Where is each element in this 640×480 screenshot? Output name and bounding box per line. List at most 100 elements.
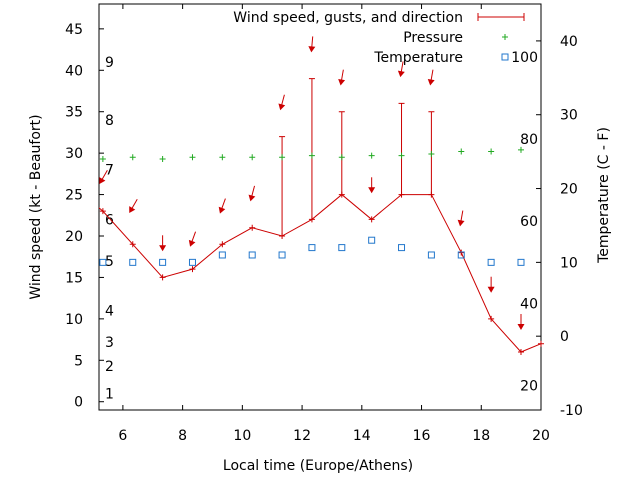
beaufort-label: 3 (105, 335, 114, 351)
axes-layer: 6 8 10 12 14 16 18 20051015202530354045-1001020… (65, 4, 583, 444)
wind-speed-point (99, 208, 106, 215)
pressure-point (308, 152, 315, 159)
arrow-head (368, 187, 376, 194)
fahrenheit-label: 40 (520, 297, 538, 313)
beaufort-label: 1 (105, 386, 114, 402)
x-tick-label: 6 (118, 428, 127, 444)
wind-speed-point (159, 274, 166, 281)
y-tick-label: 25 (65, 188, 83, 204)
gust-bar (308, 78, 315, 220)
pressure-point (428, 150, 435, 157)
arrow-head (188, 239, 196, 247)
arrow-head (427, 78, 435, 86)
pressure-point (219, 154, 226, 161)
y2-tick-label: 20 (560, 182, 578, 198)
wind-direction-arrow (368, 177, 376, 194)
beaufort-label: 7 (105, 163, 114, 179)
beaufort-label: 2 (105, 359, 114, 375)
fahrenheit-label: 100 (511, 50, 538, 66)
temperature-point (218, 251, 226, 259)
legend-temperature-swatch (501, 53, 509, 61)
wind-direction-arrow (129, 198, 138, 214)
temperature-point (278, 251, 286, 259)
temperature-point (368, 236, 376, 244)
wind-speed-point (538, 340, 544, 347)
series-layer (99, 36, 544, 355)
arrow-head (487, 286, 495, 293)
y2-axis-label: Temperature (C - F) (596, 127, 612, 264)
pressure-point (279, 154, 286, 161)
wind-speed-point (129, 241, 136, 248)
arrow-head (99, 177, 106, 185)
beaufort-label: 6 (105, 212, 114, 228)
wind-speed-line (99, 193, 541, 353)
y-tick-label: 20 (65, 229, 83, 245)
arrow-head (278, 103, 286, 111)
pressure-point (129, 154, 136, 161)
arrow-head (129, 206, 136, 214)
legend: Wind speed, gusts, and direction Pressure… (233, 10, 525, 66)
wind-direction-arrow (397, 61, 405, 78)
y2-tick-label: 40 (560, 34, 578, 50)
y2-tick-label: -10 (560, 403, 583, 419)
y2-tick-label: 30 (560, 108, 578, 124)
fahrenheit-label: 80 (520, 132, 538, 148)
temperature-point (188, 258, 196, 266)
arrow-head (308, 46, 316, 53)
fahrenheit-label: 20 (520, 379, 538, 395)
wind-direction-arrow (517, 314, 525, 330)
y-axis-label: Wind speed (kt - Beaufort) (28, 114, 44, 299)
temperature-point (129, 258, 137, 266)
y2-tick-label: 0 (560, 329, 569, 345)
beaufort-label: 5 (105, 254, 114, 270)
x-axis-label: Local time (Europe/Athens) (223, 458, 413, 474)
temperature-point (457, 251, 465, 259)
y-tick-label: 5 (74, 353, 83, 369)
wind-speed-point (517, 349, 524, 355)
y-tick-label: 35 (65, 105, 83, 121)
pressure-point (398, 152, 405, 159)
temperature-point (159, 258, 167, 266)
beaufort-label: 9 (105, 55, 114, 71)
arrow-head (457, 219, 465, 227)
x-tick-label: 16 (413, 428, 431, 444)
y-tick-label: 0 (74, 395, 83, 411)
wind-direction-arrow (457, 210, 465, 227)
wind-direction-arrow (218, 198, 226, 214)
arrow-head (397, 70, 405, 78)
wind-direction-arrow (427, 69, 435, 86)
temperature-point (517, 258, 525, 266)
pressure-point (517, 146, 524, 153)
x-tick-label: 10 (233, 428, 251, 444)
wind-speed-point (219, 241, 226, 248)
arrow-head (338, 78, 346, 86)
pressure-point (488, 148, 495, 155)
wind-direction-arrow (188, 231, 197, 247)
wind-direction-arrow (248, 185, 256, 202)
x-tick-label: 14 (353, 428, 371, 444)
arrow-shaft (460, 210, 464, 223)
pressure-point (159, 155, 166, 162)
fahrenheit-label: 60 (520, 214, 538, 230)
x-tick-label: 20 (532, 428, 550, 444)
wind-direction-arrow (99, 169, 108, 185)
arrow-head (218, 206, 226, 214)
y-tick-label: 30 (65, 146, 83, 162)
temperature-point (248, 251, 256, 259)
beaufort-label: 8 (105, 113, 114, 129)
arrow-shaft (311, 36, 314, 49)
temperature-point (99, 258, 107, 266)
y-tick-label: 15 (65, 270, 83, 286)
temperature-point (308, 244, 316, 252)
legend-wind-swatch (477, 13, 525, 21)
arrow-head (517, 324, 525, 330)
arrow-head (159, 245, 167, 252)
x-tick-label: 12 (293, 428, 311, 444)
temperature-point (427, 251, 435, 259)
y-tick-label: 40 (65, 63, 83, 79)
y2-tick-label: 10 (560, 255, 578, 271)
arrow-head (248, 194, 256, 202)
beaufort-label: 4 (105, 304, 114, 320)
gust-bar (398, 102, 405, 195)
